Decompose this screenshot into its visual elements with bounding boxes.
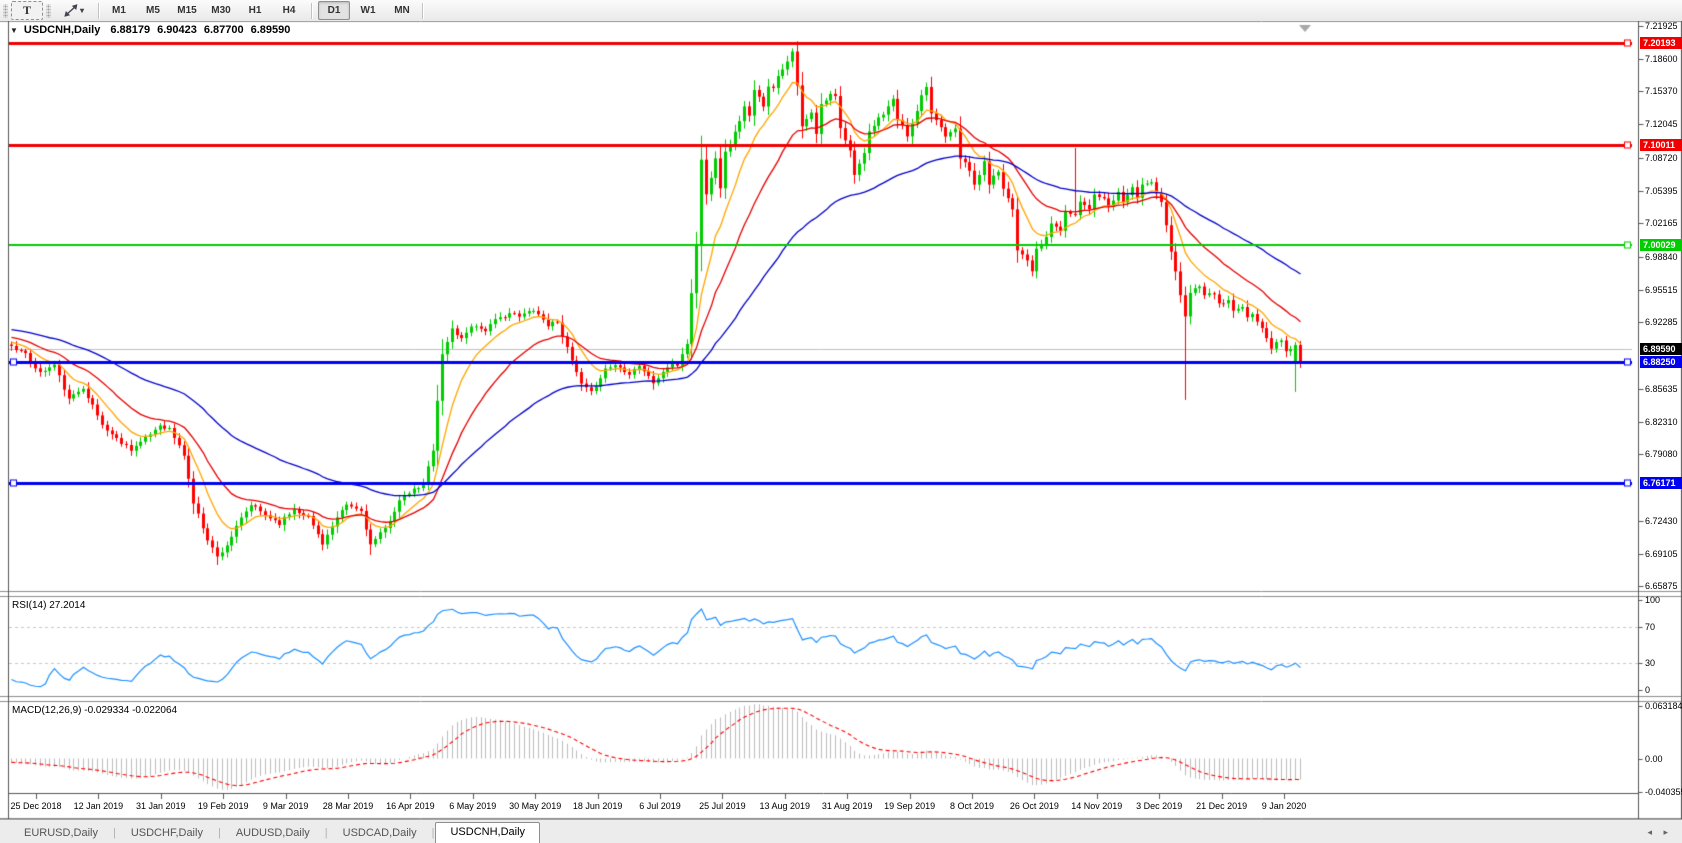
tab-separator: | [217, 827, 221, 839]
date-axis-label: 31 Aug 2019 [821, 801, 873, 811]
symbol-title: USDCNH,Daily [23, 24, 101, 36]
tab-scroll-right-icon[interactable]: ▸ [1663, 827, 1668, 837]
timeframe-button-h4[interactable]: H4 [282, 5, 296, 16]
chart-window: ▼ USDCNH,Daily 6.88179 6.90423 6.87700 6… [0, 21, 1682, 819]
chart-tab-audusd[interactable]: AUDUSD,Daily [235, 827, 310, 839]
timeframe-button-m5[interactable]: M5 [146, 5, 160, 16]
diagonal-arrows-icon [64, 4, 78, 17]
current-price-label: 6.89590 [1640, 343, 1682, 356]
tab-separator: | [112, 827, 116, 839]
date-axis-label: 26 Oct 2019 [1009, 801, 1059, 811]
price-line-label: 7.10011 [1640, 138, 1682, 151]
chart-tab-usdcad[interactable]: USDCAD,Daily [342, 827, 417, 839]
toolbar-grip-handle[interactable] [46, 3, 51, 18]
draw-arrows-button[interactable]: ▾ [54, 1, 94, 20]
rsi-axis-tick: 70 [1645, 622, 1656, 632]
price-axis-tick: 7.08720 [1645, 152, 1678, 163]
date-axis-label: 16 Apr 2019 [386, 801, 435, 811]
close-value: 6.89590 [250, 24, 291, 36]
price-axis-tick: 6.65875 [1645, 581, 1678, 592]
price-axis-tick: 7.21925 [1645, 20, 1678, 31]
chart-tab-usdcnh[interactable]: USDCNH,Daily [435, 822, 541, 843]
date-axis-label: 14 Nov 2019 [1071, 801, 1123, 811]
tab-scroll-left-icon[interactable]: ◂ [1647, 827, 1652, 837]
timeframe-button-m30[interactable]: M30 [211, 5, 231, 16]
price-axis[interactable]: 7.21925 7.18600 7.15370 7.12045 7.08720 7.053… [1639, 20, 1682, 797]
date-axis-label: 12 Jan 2019 [73, 801, 124, 811]
timeframe-button-d1[interactable]: D1 [318, 1, 350, 20]
price-axis-tick: 7.15370 [1645, 86, 1678, 97]
macd-axis-tick: -0.040355 [1645, 787, 1682, 798]
timeframe-button-mn[interactable]: MN [394, 5, 410, 16]
low-value: 6.87700 [203, 24, 244, 36]
price-line-label: 7.00029 [1640, 238, 1682, 251]
date-axis-label: 13 Aug 2019 [759, 801, 811, 811]
date-axis-label: 25 Dec 2018 [10, 801, 62, 811]
ohlc-readout: 6.88179 6.90423 6.87700 6.89590 [108, 24, 290, 36]
rsi-axis-tick: 100 [1645, 595, 1661, 605]
date-axis-label: 19 Sep 2019 [884, 801, 936, 811]
timeframe-button-w1[interactable]: W1 [360, 5, 376, 16]
high-value: 6.90423 [157, 24, 197, 36]
date-axis-label: 9 Jan 2020 [1261, 801, 1307, 811]
price-axis-tick: 6.72430 [1645, 515, 1678, 526]
timeframe-button-group: M1 M5 M15 M30 H1 H4 D1 W1 MN [103, 1, 418, 20]
time-axis[interactable]: 25 Dec 2018 12 Jan 2019 31 Jan 2019 19 Feb … [0, 794, 1638, 819]
rsi-indicator-label: RSI(14) 27.2014 [12, 600, 86, 611]
date-axis-label: 8 Oct 2019 [949, 801, 995, 811]
timeframe-button-m15[interactable]: M15 [177, 5, 197, 16]
text-tool-button[interactable]: T [11, 1, 43, 20]
macd-axis-tick: 0.00 [1645, 753, 1663, 764]
date-axis-label: 9 Mar 2019 [262, 801, 309, 811]
price-line-label: 6.76171 [1640, 477, 1682, 490]
chart-title: ▼ USDCNH,Daily 6.88179 6.90423 6.87700 6… [10, 24, 290, 36]
price-axis-tick: 6.79080 [1645, 449, 1678, 460]
macd-axis-tick: 0.063184 [1645, 701, 1682, 711]
toolbar-separator [98, 2, 99, 19]
rsi-axis-tick: 0 [1645, 685, 1651, 695]
date-axis-label: 30 May 2019 [509, 801, 562, 811]
date-axis-label: 31 Jan 2019 [136, 801, 186, 811]
chart-canvas[interactable] [0, 21, 1682, 819]
price-axis-tick: 6.69105 [1645, 548, 1678, 559]
date-axis-label: 28 Mar 2019 [322, 801, 374, 811]
toolbar-separator [422, 2, 423, 19]
date-axis-label: 21 Dec 2019 [1196, 801, 1248, 811]
open-value: 6.88179 [110, 24, 151, 36]
price-axis-tick: 7.05395 [1645, 185, 1678, 196]
price-axis-tick: 6.82310 [1645, 416, 1678, 427]
dropdown-caret-icon: ▾ [79, 6, 84, 15]
timeframe-button-m1[interactable]: M1 [112, 5, 126, 16]
date-axis-label: 18 Jun 2019 [572, 801, 623, 811]
price-axis-tick: 7.18600 [1645, 53, 1678, 64]
tab-separator: | [431, 827, 435, 839]
date-axis-label: 6 Jul 2019 [639, 801, 681, 811]
date-axis-label: 3 Dec 2019 [1136, 801, 1183, 811]
date-axis-label: 6 May 2019 [449, 801, 497, 811]
price-axis-tick: 6.85635 [1645, 383, 1678, 394]
date-axis-label: 19 Feb 2019 [197, 801, 249, 811]
chart-tab-eurusd[interactable]: EURUSD,Daily [24, 827, 98, 839]
price-line-label: 6.88250 [1640, 356, 1682, 369]
collapse-arrow-icon[interactable]: ▼ [10, 25, 18, 35]
timeframe-button-h1[interactable]: H1 [248, 5, 262, 16]
price-axis-tick: 7.12045 [1645, 119, 1678, 130]
date-axis-label: 25 Jul 2019 [699, 801, 746, 811]
toolbar-grip-handle[interactable] [3, 3, 8, 18]
chart-tab-usdchf[interactable]: USDCHF,Daily [130, 827, 203, 839]
toolbar-separator [311, 2, 312, 19]
macd-indicator-label: MACD(12,26,9) -0.029334 -0.022064 [12, 705, 178, 716]
chart-tab-bar: EURUSD,Daily | USDCHF,Daily | AUDUSD,Daily | U… [0, 819, 1682, 843]
tab-separator: | [324, 827, 328, 839]
top-toolbar: T ▾ M1 M5 M15 M30 H1 H4 D1 W1 MN [0, 0, 1682, 22]
rsi-axis-tick: 30 [1645, 658, 1656, 668]
price-axis-tick: 7.02165 [1645, 218, 1678, 229]
price-axis-tick: 6.92285 [1645, 317, 1678, 328]
price-axis-tick: 6.98840 [1645, 251, 1678, 262]
price-line-label: 7.20193 [1640, 37, 1682, 49]
price-axis-tick: 6.95515 [1645, 284, 1678, 295]
